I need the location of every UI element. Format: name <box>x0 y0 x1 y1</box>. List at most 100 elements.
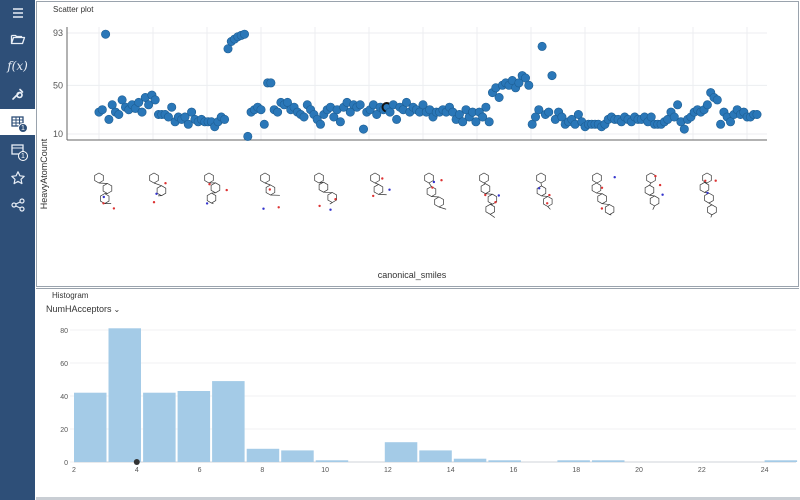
molecule-bond <box>329 202 333 205</box>
histogram-bar[interactable] <box>764 460 798 462</box>
scatter-points[interactable] <box>94 29 762 141</box>
scatter-point[interactable] <box>329 112 339 122</box>
folder-open-icon[interactable] <box>0 26 35 52</box>
scatter-point[interactable] <box>114 110 124 120</box>
scatter-point[interactable] <box>273 107 283 117</box>
scatter-point[interactable] <box>266 78 276 88</box>
scatter-point[interactable] <box>418 100 428 110</box>
scatter-point[interactable] <box>150 95 160 105</box>
scatter-point[interactable] <box>478 112 488 122</box>
scatter-point[interactable] <box>243 131 253 141</box>
share-icon[interactable] <box>0 192 35 218</box>
scatter-plot-chart[interactable]: 10 50 93 HeavyAtomCount canonical_smiles <box>37 2 798 286</box>
scatter-point[interactable] <box>240 29 250 39</box>
histogram-bar[interactable] <box>557 460 590 462</box>
views-icon[interactable]: 1 <box>0 137 35 163</box>
scatter-point[interactable] <box>471 117 481 127</box>
scatter-point[interactable] <box>283 97 293 107</box>
scatter-point[interactable] <box>458 117 468 127</box>
scatter-point[interactable] <box>484 117 494 127</box>
scatter-point[interactable] <box>345 107 355 117</box>
scatter-point[interactable] <box>527 119 537 129</box>
scatter-point[interactable] <box>187 107 197 117</box>
scatter-point[interactable] <box>524 80 534 90</box>
histogram-bar[interactable] <box>281 450 314 462</box>
scatter-point[interactable] <box>573 110 583 120</box>
histogram-bar[interactable] <box>419 450 452 462</box>
scatter-point[interactable] <box>530 112 540 122</box>
scatter-point[interactable] <box>494 93 504 103</box>
histogram-column-select[interactable]: NumHAcceptors ⌄ <box>46 304 120 314</box>
scatter-point[interactable] <box>557 112 567 122</box>
scatter-point[interactable] <box>481 102 491 112</box>
histogram-bar[interactable] <box>246 448 280 462</box>
histogram-bar[interactable] <box>74 392 107 462</box>
scatter-point[interactable] <box>335 117 345 127</box>
table-icon[interactable]: 1 <box>0 109 35 135</box>
scatter-point[interactable] <box>107 100 117 110</box>
scatter-point[interactable] <box>725 117 735 127</box>
scatter-point[interactable] <box>117 95 127 105</box>
scatter-point[interactable] <box>259 119 269 129</box>
scatter-point[interactable] <box>372 110 382 120</box>
histogram-bar[interactable] <box>384 442 418 462</box>
scatter-point[interactable] <box>646 112 656 122</box>
molecule-atom <box>262 207 265 210</box>
scatter-point[interactable] <box>315 119 325 129</box>
histogram-bars[interactable] <box>74 328 798 462</box>
molecule-atom <box>225 188 228 192</box>
scatter-point[interactable] <box>134 97 144 107</box>
scatter-point[interactable] <box>223 44 233 54</box>
scatter-point[interactable] <box>752 110 762 120</box>
scatter-point[interactable] <box>712 95 722 105</box>
histogram-bar[interactable] <box>177 391 211 462</box>
scatter-point[interactable] <box>180 112 190 122</box>
star-icon[interactable] <box>0 165 35 191</box>
scatter-point[interactable] <box>183 119 193 129</box>
scatter-point[interactable] <box>520 73 530 83</box>
menu-icon[interactable] <box>0 0 35 26</box>
histogram-bar[interactable] <box>212 381 245 462</box>
scatter-point[interactable] <box>454 110 464 120</box>
scatter-point[interactable] <box>534 105 544 115</box>
scatter-point[interactable] <box>355 100 365 110</box>
scatter-point[interactable] <box>256 105 266 115</box>
scatter-point[interactable] <box>299 112 309 122</box>
scatter-point[interactable] <box>702 100 712 110</box>
molecule-ring <box>536 172 546 184</box>
scatter-point[interactable] <box>547 71 557 81</box>
scatter-y-axis-label[interactable]: HeavyAtomCount <box>39 138 49 209</box>
histogram-bar[interactable] <box>108 328 142 462</box>
scatter-point[interactable] <box>385 107 395 117</box>
scatter-point[interactable] <box>673 100 683 110</box>
molecule-ring <box>707 204 717 216</box>
scatter-plot-panel[interactable]: Scatter plot 10 50 93 HeavyAtomCount canon… <box>36 1 799 287</box>
histogram-bar[interactable] <box>488 460 521 462</box>
scatter-x-axis-label[interactable]: canonical_smiles <box>378 270 447 280</box>
scatter-point[interactable] <box>137 107 147 117</box>
scatter-point[interactable] <box>167 102 177 112</box>
histogram-bar[interactable] <box>143 392 176 462</box>
scatter-point[interactable] <box>392 114 402 124</box>
scatter-point[interactable] <box>220 114 230 124</box>
scatter-point[interactable] <box>514 78 524 88</box>
scatter-point[interactable] <box>537 41 547 51</box>
scatter-point[interactable] <box>101 29 111 39</box>
histogram-bar[interactable] <box>453 458 487 462</box>
function-icon[interactable]: f(x) <box>0 53 35 79</box>
scatter-point[interactable] <box>679 124 689 134</box>
scatter-point[interactable] <box>401 97 411 107</box>
scatter-point[interactable] <box>144 100 154 110</box>
scatter-point[interactable] <box>163 112 173 122</box>
histogram-bar[interactable] <box>315 460 349 462</box>
histogram-bar[interactable] <box>592 460 625 462</box>
scatter-point[interactable] <box>544 107 554 117</box>
scatter-point[interactable] <box>104 114 114 124</box>
scatter-point[interactable] <box>716 119 726 129</box>
histogram-panel[interactable]: Histogram NumHAcceptors ⌄ 2 4 6 8 10 12 14 16 18 2… <box>36 288 799 497</box>
wrench-icon[interactable] <box>0 81 35 107</box>
scatter-point[interactable] <box>97 105 107 115</box>
scatter-point[interactable] <box>358 124 368 134</box>
scatter-point[interactable] <box>669 112 679 122</box>
